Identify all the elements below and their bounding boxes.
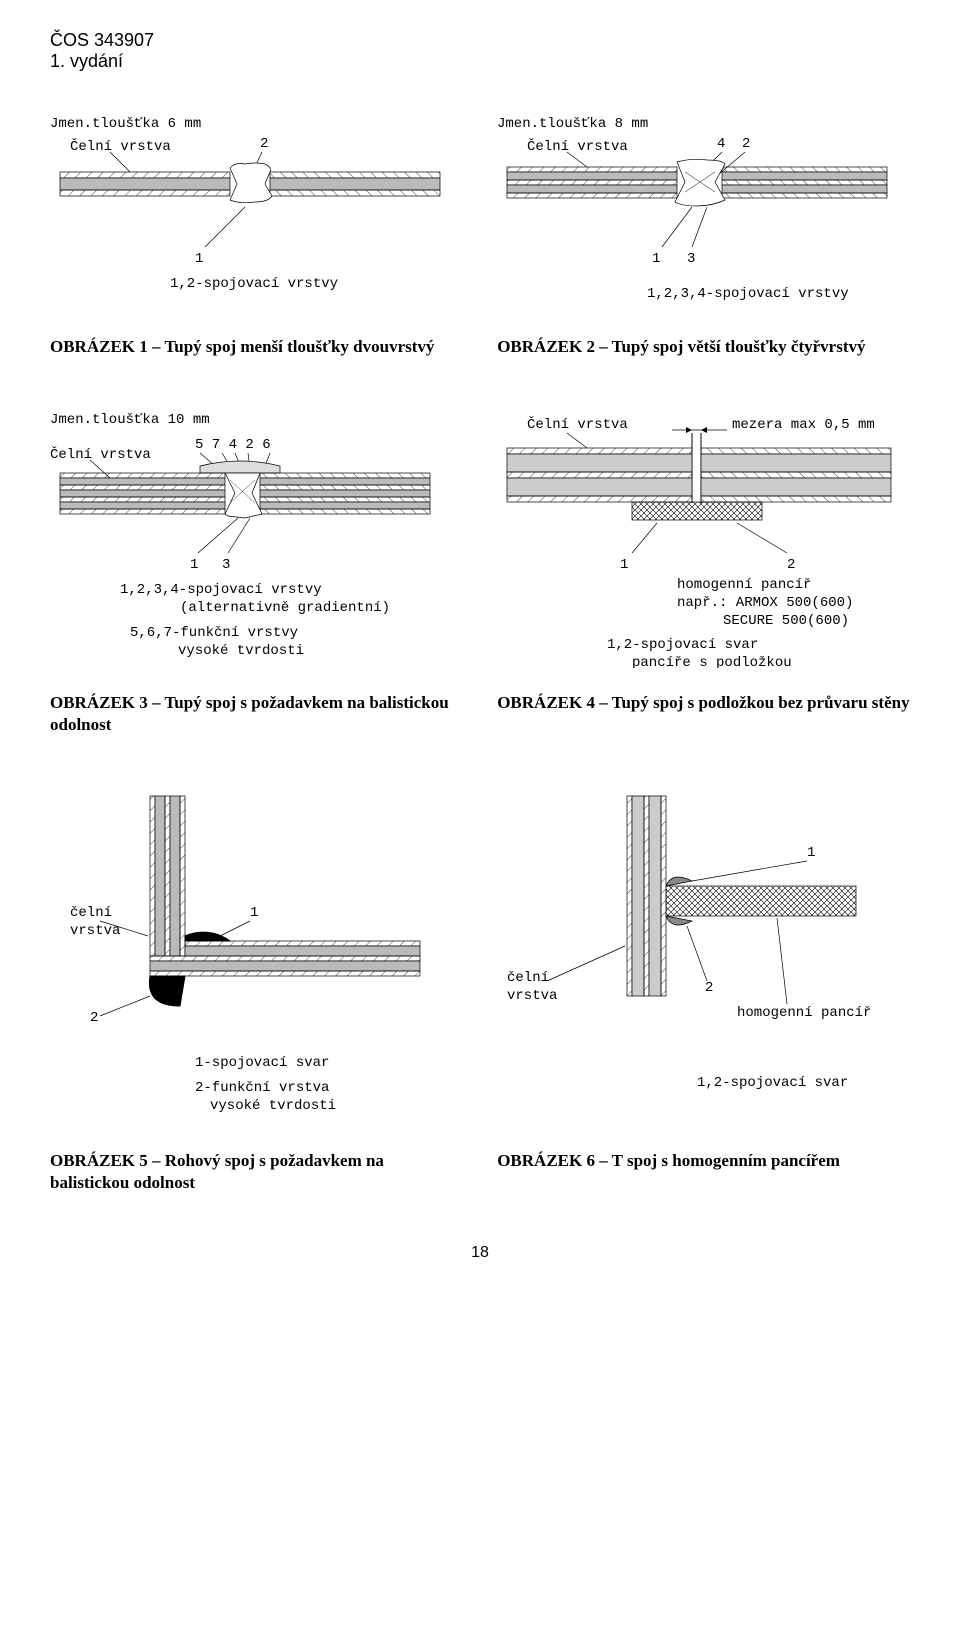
row-2: Jmen.tloušťka 10 mm Čelní vrstva 5 7 4 2… bbox=[50, 408, 910, 736]
fig3-label-3: 3 bbox=[222, 557, 230, 573]
header-line-1: ČOS 343907 bbox=[50, 30, 910, 51]
page-number: 18 bbox=[50, 1244, 910, 1262]
fig5-joining: 1-spojovací svar bbox=[195, 1055, 329, 1071]
fig1-caption: OBRÁZEK 1 – Tupý spoj menší tloušťky dvo… bbox=[50, 336, 463, 358]
fig5-svg: čelní vrstva 1 2 1-spojovací svar 2-funk… bbox=[50, 786, 450, 1126]
fig2-face-layer: Čelní vrstva bbox=[527, 137, 628, 155]
fig3-label-1: 1 bbox=[190, 557, 198, 573]
fig3-title: Jmen.tloušťka 10 mm bbox=[50, 412, 210, 428]
fig4-label-1: 1 bbox=[620, 557, 628, 573]
figure-1: Jmen.tloušťka 6 mm Čelní vrstva 2 1 1,2-… bbox=[50, 112, 463, 358]
fig1-face-layer: Čelní vrstva bbox=[70, 137, 171, 155]
fig2-joining: 1,2,3,4-spojovací vrstvy bbox=[647, 286, 849, 302]
fig3-labels-top: 5 7 4 2 6 bbox=[195, 437, 271, 453]
fig1-label-1: 1 bbox=[195, 251, 203, 267]
figure-2: Jmen.tloušťka 8 mm Čelní vrstva 4 2 bbox=[497, 112, 910, 358]
document-header: ČOS 343907 1. vydání bbox=[50, 30, 910, 72]
row-3: čelní vrstva 1 2 1-spojovací svar 2-funk… bbox=[50, 786, 910, 1194]
row-1: Jmen.tloušťka 6 mm Čelní vrstva 2 1 1,2-… bbox=[50, 112, 910, 358]
fig3-hardness: vysoké tvrdosti bbox=[178, 643, 304, 659]
fig2-label-4: 4 bbox=[717, 136, 725, 152]
fig5-label-2: 2 bbox=[90, 1010, 98, 1026]
fig3-face-layer: Čelní vrstva bbox=[50, 445, 151, 463]
fig2-caption-text: Tupý spoj větší tloušťky čtyřvrstvý bbox=[612, 337, 866, 356]
fig2-label-3: 3 bbox=[687, 251, 695, 267]
fig2-title: Jmen.tloušťka 8 mm bbox=[497, 116, 648, 132]
fig2-svg: Jmen.tloušťka 8 mm Čelní vrstva 4 2 bbox=[497, 112, 897, 312]
fig3-joining: 1,2,3,4-spojovací vrstvy bbox=[120, 582, 322, 598]
fig1-caption-text: Tupý spoj menší tloušťky dvouvrstvý bbox=[164, 337, 434, 356]
fig4-face-layer: Čelní vrstva bbox=[527, 415, 628, 433]
figure-3: Jmen.tloušťka 10 mm Čelní vrstva 5 7 4 2… bbox=[50, 408, 463, 736]
fig5-label-1: 1 bbox=[250, 905, 258, 921]
fig6-label-2: 2 bbox=[705, 980, 713, 996]
fig3-alt: (alternativně gradientní) bbox=[180, 600, 390, 616]
fig6-face2: vrstva bbox=[507, 988, 557, 1004]
fig6-homog: homogenní pancíř bbox=[737, 1005, 871, 1021]
fig2-caption-prefix: OBRÁZEK 2 – bbox=[497, 337, 611, 356]
fig6-joining: 1,2-spojovací svar bbox=[697, 1075, 848, 1091]
fig3-functional: 5,6,7-funkční vrstvy bbox=[130, 625, 298, 641]
fig4-gap: mezera max 0,5 mm bbox=[732, 417, 875, 433]
figure-5: čelní vrstva 1 2 1-spojovací svar 2-funk… bbox=[50, 786, 463, 1194]
fig2-label-1: 1 bbox=[652, 251, 660, 267]
fig4-caption-text: Tupý spoj s podložkou bez průvaru stěny bbox=[612, 693, 910, 712]
fig6-label-1: 1 bbox=[807, 845, 815, 861]
fig6-caption-prefix: OBRÁZEK 6 – bbox=[497, 1151, 611, 1170]
fig3-svg: Jmen.tloušťka 10 mm Čelní vrstva 5 7 4 2… bbox=[50, 408, 450, 668]
fig2-label-2: 2 bbox=[742, 136, 750, 152]
fig5-face1: čelní bbox=[70, 905, 112, 921]
fig4-label-2: 2 bbox=[787, 557, 795, 573]
fig6-svg: 1 čelní vrstva 2 homogenní pancíř 1,2-sp… bbox=[497, 786, 897, 1126]
fig6-face1: čelní bbox=[507, 970, 549, 986]
fig2-caption: OBRÁZEK 2 – Tupý spoj větší tloušťky čty… bbox=[497, 336, 910, 358]
fig5-caption: OBRÁZEK 5 – Rohový spoj s požadavkem na … bbox=[50, 1150, 463, 1194]
header-line-2: 1. vydání bbox=[50, 51, 910, 72]
fig4-caption: OBRÁZEK 4 – Tupý spoj s podložkou bez pr… bbox=[497, 692, 910, 714]
fig5-functional: 2-funkční vrstva bbox=[195, 1080, 329, 1096]
fig1-label-2: 2 bbox=[260, 136, 268, 152]
figure-4: Čelní vrstva mezera max 0,5 mm bbox=[497, 408, 910, 736]
fig1-joining: 1,2-spojovací vrstvy bbox=[170, 276, 338, 292]
fig5-hardness: vysoké tvrdosti bbox=[210, 1098, 336, 1114]
fig1-svg: Jmen.tloušťka 6 mm Čelní vrstva 2 1 1,2-… bbox=[50, 112, 450, 312]
fig3-caption: OBRÁZEK 3 – Tupý spoj s požadavkem na ba… bbox=[50, 692, 463, 736]
fig1-caption-prefix: OBRÁZEK 1 – bbox=[50, 337, 164, 356]
figure-6: 1 čelní vrstva 2 homogenní pancíř 1,2-sp… bbox=[497, 786, 910, 1194]
fig6-caption: OBRÁZEK 6 – T spoj s homogenním pancířem bbox=[497, 1150, 910, 1172]
fig4-homog: homogenní pancíř bbox=[677, 577, 811, 593]
fig1-title: Jmen.tloušťka 6 mm bbox=[50, 116, 201, 132]
fig4-joining: 1,2-spojovací svar bbox=[607, 637, 758, 653]
fig4-caption-prefix: OBRÁZEK 4 – bbox=[497, 693, 611, 712]
fig4-example: např.: ARMOX 500(600) bbox=[677, 595, 853, 611]
fig6-caption-text: T spoj s homogenním pancířem bbox=[612, 1151, 840, 1170]
fig4-svg: Čelní vrstva mezera max 0,5 mm bbox=[497, 408, 917, 668]
fig5-caption-prefix: OBRÁZEK 5 – bbox=[50, 1151, 165, 1170]
fig4-backing: pancíře s podložkou bbox=[632, 655, 792, 668]
fig5-face2: vrstva bbox=[70, 923, 120, 939]
fig4-secure: SECURE 500(600) bbox=[723, 613, 849, 629]
fig3-caption-prefix: OBRÁZEK 3 – bbox=[50, 693, 164, 712]
